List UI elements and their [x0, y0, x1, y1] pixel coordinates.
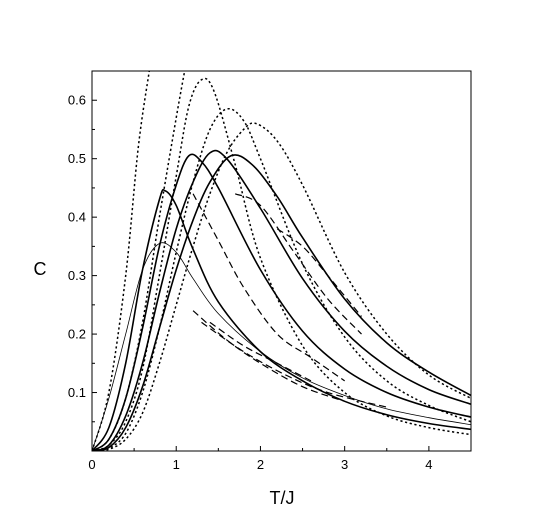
- series-line-15: [192, 310, 345, 402]
- series-line-14: [276, 228, 362, 317]
- series-line-11: [209, 321, 312, 382]
- y-tick-label: 0.5: [68, 151, 86, 166]
- series-line-13: [234, 193, 362, 335]
- series-line-5: [92, 154, 471, 451]
- series-line-9: [92, 107, 471, 451]
- y-axis-label: C: [34, 259, 47, 279]
- y-axis-ticks: 0.1 0.2 0.3 0.4 0.5 0.6: [68, 70, 97, 423]
- series-line-4: [92, 149, 471, 451]
- series-line-2: [92, 188, 471, 451]
- x-tick-label: 1: [173, 457, 180, 472]
- plot-frame: [91, 70, 472, 452]
- series-line-16: [201, 321, 387, 408]
- y-tick-label: 0.2: [68, 327, 86, 342]
- series-line-8: [92, 77, 471, 451]
- series-line-3: [92, 153, 471, 451]
- x-axis-ticks: 0 1 2 3 4: [88, 446, 433, 472]
- series-line-7: [92, 71, 186, 451]
- y-tick-label: 0.6: [68, 93, 86, 108]
- series-line-12: [192, 193, 346, 382]
- y-tick-label: 0.3: [68, 268, 86, 283]
- series-line-6: [92, 71, 151, 451]
- y-tick-label: 0.1: [68, 385, 86, 400]
- y-tick-label: 0.4: [68, 210, 86, 225]
- series-line-10: [92, 122, 471, 451]
- x-tick-label: 0: [88, 457, 95, 472]
- x-tick-label: 2: [257, 457, 264, 472]
- x-tick-label: 4: [425, 457, 432, 472]
- series-line-1: [92, 242, 471, 451]
- x-axis-label: T/J: [270, 488, 295, 508]
- x-tick-label: 3: [341, 457, 348, 472]
- series-layer: [92, 71, 471, 451]
